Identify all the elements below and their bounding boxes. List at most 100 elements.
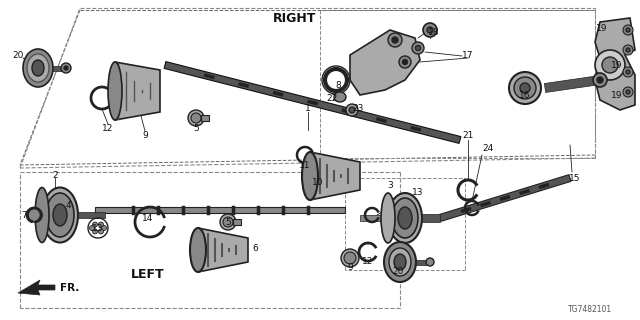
Polygon shape (422, 214, 440, 222)
Text: 17: 17 (462, 51, 474, 60)
Text: 12: 12 (362, 258, 374, 267)
Ellipse shape (108, 62, 122, 120)
Circle shape (93, 222, 97, 227)
Circle shape (388, 33, 402, 47)
Polygon shape (416, 260, 430, 265)
Circle shape (28, 208, 42, 222)
Circle shape (102, 226, 106, 230)
Text: FR.: FR. (60, 283, 79, 293)
Circle shape (346, 104, 358, 116)
Text: RIGHT: RIGHT (273, 12, 317, 25)
Text: LEFT: LEFT (131, 268, 165, 282)
Polygon shape (18, 280, 55, 295)
Text: 22: 22 (327, 93, 338, 102)
Text: 14: 14 (142, 213, 154, 222)
Circle shape (426, 258, 434, 266)
Text: 6: 6 (252, 244, 258, 252)
Ellipse shape (520, 83, 530, 93)
Ellipse shape (509, 72, 541, 104)
Ellipse shape (334, 92, 346, 102)
Text: 13: 13 (92, 223, 104, 233)
Circle shape (349, 107, 355, 113)
Polygon shape (310, 152, 360, 200)
Polygon shape (53, 66, 66, 70)
Circle shape (597, 77, 603, 83)
Text: 16: 16 (519, 91, 531, 100)
Circle shape (61, 63, 71, 73)
Text: 19: 19 (611, 60, 623, 69)
Ellipse shape (302, 152, 318, 200)
Text: 21: 21 (462, 131, 474, 140)
Ellipse shape (188, 110, 204, 126)
Circle shape (623, 25, 633, 35)
Text: 20: 20 (12, 51, 24, 60)
Text: 3: 3 (387, 180, 393, 189)
Polygon shape (78, 212, 105, 218)
Circle shape (403, 60, 408, 65)
Circle shape (595, 50, 625, 80)
Text: 8: 8 (335, 81, 341, 90)
Polygon shape (95, 207, 345, 213)
Circle shape (415, 45, 420, 51)
Bar (201, 115, 209, 121)
Circle shape (626, 28, 630, 32)
Ellipse shape (394, 254, 406, 270)
Text: 1: 1 (305, 103, 311, 113)
Text: 4: 4 (65, 201, 71, 210)
Circle shape (602, 57, 618, 73)
Ellipse shape (514, 77, 536, 99)
Polygon shape (350, 30, 420, 95)
Text: 10: 10 (312, 178, 324, 187)
Text: 19: 19 (611, 91, 623, 100)
Ellipse shape (223, 217, 233, 227)
Ellipse shape (341, 249, 359, 267)
Text: 7: 7 (21, 211, 27, 220)
Polygon shape (439, 175, 571, 221)
Text: 5: 5 (225, 218, 231, 227)
Text: 9: 9 (142, 131, 148, 140)
Text: 20: 20 (392, 268, 404, 276)
Circle shape (412, 42, 424, 54)
Ellipse shape (32, 60, 44, 76)
Polygon shape (360, 215, 388, 221)
Ellipse shape (23, 49, 53, 87)
Ellipse shape (53, 204, 67, 226)
Circle shape (64, 66, 68, 70)
Ellipse shape (35, 188, 49, 243)
Ellipse shape (344, 252, 356, 264)
Circle shape (626, 70, 630, 74)
Text: 23: 23 (352, 103, 364, 113)
Polygon shape (164, 62, 461, 143)
Text: 19: 19 (596, 23, 608, 33)
Ellipse shape (392, 198, 418, 238)
Text: 5: 5 (193, 124, 199, 132)
Polygon shape (115, 62, 160, 120)
Circle shape (392, 37, 398, 43)
Circle shape (623, 87, 633, 97)
Text: 13: 13 (412, 188, 424, 196)
Ellipse shape (46, 193, 74, 237)
Ellipse shape (220, 214, 236, 230)
Bar (233, 219, 241, 225)
Circle shape (90, 226, 95, 230)
Polygon shape (545, 76, 601, 92)
Circle shape (623, 67, 633, 77)
Ellipse shape (384, 242, 416, 282)
Circle shape (99, 229, 104, 234)
Circle shape (593, 73, 607, 87)
Ellipse shape (388, 193, 422, 243)
Text: 24: 24 (483, 143, 493, 153)
Ellipse shape (27, 54, 49, 82)
Ellipse shape (398, 207, 412, 229)
Circle shape (93, 229, 97, 234)
Polygon shape (595, 18, 635, 110)
Polygon shape (198, 228, 248, 272)
Ellipse shape (389, 248, 411, 276)
Ellipse shape (42, 188, 78, 243)
Text: 9: 9 (347, 263, 353, 273)
Circle shape (626, 90, 630, 94)
Circle shape (399, 56, 411, 68)
Circle shape (626, 48, 630, 52)
Text: TG7482101: TG7482101 (568, 306, 612, 315)
Ellipse shape (190, 228, 206, 272)
